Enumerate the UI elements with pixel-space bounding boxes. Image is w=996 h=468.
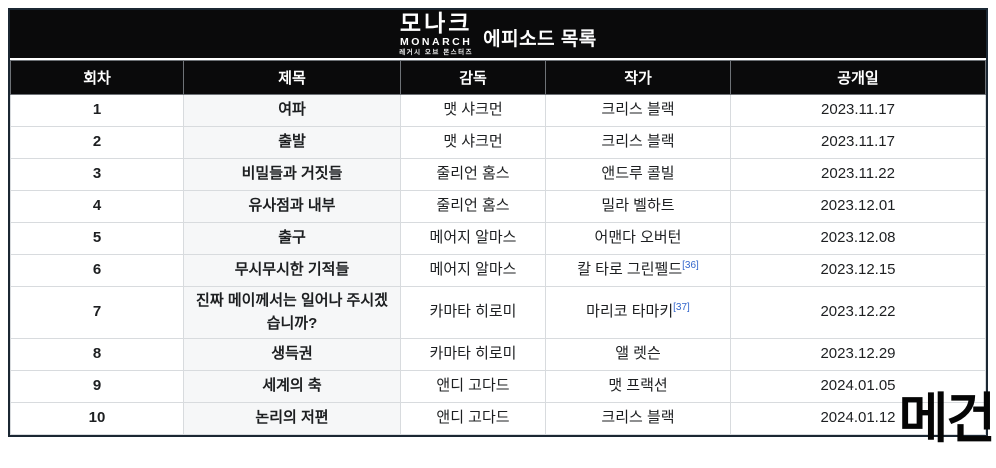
episode-number: 1 (10, 94, 184, 127)
episode-director: 앤디 고다드 (400, 402, 546, 435)
episode-director: 줄리언 홈스 (400, 158, 546, 191)
episode-date: 2023.12.29 (730, 338, 986, 371)
episode-writer: 어맨다 오버턴 (545, 222, 731, 255)
writer-name: 맷 프랙션 (608, 377, 668, 395)
episode-title: 무시무시한 기적들 (183, 254, 401, 287)
episode-table-container: 모나크 MONARCH 레거시 오브 몬스터즈 에피소드 목록 회차 제목 감독… (8, 8, 988, 437)
footnote-link[interactable]: [36] (682, 260, 699, 272)
episode-title: 생득권 (183, 338, 401, 371)
writer-name: 앨 렛슨 (615, 345, 661, 363)
table-row: 3 비밀들과 거짓들 줄리언 홈스 앤드루 콜빌 2023.11.22 (10, 158, 986, 191)
episode-date: 2024.01.05 (730, 370, 986, 403)
episode-title: 세계의 축 (183, 370, 401, 403)
writer-name: 마리코 타마키 (586, 303, 674, 321)
episode-date: 2023.12.01 (730, 190, 986, 223)
episode-writer: 칼 타로 그린펠드[36] (545, 254, 731, 287)
episode-title: 출구 (183, 222, 401, 255)
episode-title: 비밀들과 거짓들 (183, 158, 401, 191)
table-header: 회차 제목 감독 작가 공개일 (10, 60, 986, 95)
episode-number: 5 (10, 222, 184, 255)
episode-writer: 크리스 블랙 (545, 126, 731, 159)
logo-tagline: 레거시 오브 몬스터즈 (399, 48, 474, 56)
writer-name: 크리스 블랙 (601, 409, 675, 427)
col-header-writer: 작가 (545, 60, 731, 95)
table-caption-band: 모나크 MONARCH 레거시 오브 몬스터즈 에피소드 목록 (10, 10, 986, 60)
watermark-text: 메건 (898, 389, 996, 449)
episode-writer: 앨 렛슨 (545, 338, 731, 371)
col-header-date: 공개일 (730, 60, 986, 95)
monarch-logo: 모나크 MONARCH 레거시 오브 몬스터즈 (399, 12, 473, 56)
episode-writer: 맷 프랙션 (545, 370, 731, 403)
writer-name: 크리스 블랙 (601, 101, 675, 119)
episode-director: 앤디 고다드 (400, 370, 546, 403)
episode-director: 줄리언 홈스 (400, 190, 546, 223)
episode-writer: 크리스 블랙 (545, 94, 731, 127)
table-row: 7 진짜 메이께서는 일어나 주시겠습니까? 카마타 히로미 마리코 타마키[3… (10, 286, 986, 339)
episode-title: 출발 (183, 126, 401, 159)
episode-director: 메어지 알마스 (400, 222, 546, 255)
episode-writer: 크리스 블랙 (545, 402, 731, 435)
writer-name: 어맨다 오버턴 (594, 229, 682, 247)
episode-date: 2023.11.17 (730, 126, 986, 159)
writer-name: 칼 타로 그린펠드 (577, 261, 683, 279)
table-row: 8 생득권 카마타 히로미 앨 렛슨 2023.12.29 (10, 338, 986, 371)
table-row: 6 무시무시한 기적들 메어지 알마스 칼 타로 그린펠드[36] 2023.1… (10, 254, 986, 287)
episode-director: 맷 샤크먼 (400, 94, 546, 127)
episode-number: 2 (10, 126, 184, 159)
footnote-link[interactable]: [37] (673, 302, 690, 314)
episode-date: 2023.12.22 (730, 286, 986, 339)
episode-table: 회차 제목 감독 작가 공개일 1 여파 맷 샤크먼 크리스 블랙 2023.1… (10, 60, 986, 435)
episode-title: 유사점과 내부 (183, 190, 401, 223)
writer-name: 크리스 블랙 (601, 133, 675, 151)
table-row: 9 세계의 축 앤디 고다드 맷 프랙션 2024.01.05 (10, 370, 986, 403)
table-row: 2 출발 맷 샤크먼 크리스 블랙 2023.11.17 (10, 126, 986, 159)
episode-number: 9 (10, 370, 184, 403)
episode-director: 맷 샤크먼 (400, 126, 546, 159)
logo-english-title: MONARCH (399, 36, 473, 48)
episode-number: 8 (10, 338, 184, 371)
episode-director: 카마타 히로미 (400, 338, 546, 371)
episode-date: 2024.01.12 (730, 402, 986, 435)
table-body: 1 여파 맷 샤크먼 크리스 블랙 2023.11.17 2 출발 맷 샤크먼 … (10, 94, 986, 435)
episode-date: 2023.11.17 (730, 94, 986, 127)
episode-number: 10 (10, 402, 184, 435)
episode-number: 6 (10, 254, 184, 287)
col-header-director: 감독 (400, 60, 546, 95)
logo-korean-title: 모나크 (399, 10, 473, 36)
episode-date: 2023.12.15 (730, 254, 986, 287)
episode-writer: 밀라 벨하트 (545, 190, 731, 223)
episode-number: 7 (10, 286, 184, 339)
writer-name: 밀라 벨하트 (601, 197, 675, 215)
header-row: 회차 제목 감독 작가 공개일 (10, 60, 986, 95)
episode-writer: 앤드루 콜빌 (545, 158, 731, 191)
table-row: 4 유사점과 내부 줄리언 홈스 밀라 벨하트 2023.12.01 (10, 190, 986, 223)
col-header-title: 제목 (183, 60, 401, 95)
episode-writer: 마리코 타마키[37] (545, 286, 731, 339)
episode-title: 논리의 저편 (183, 402, 401, 435)
episode-date: 2023.11.22 (730, 158, 986, 191)
table-row: 1 여파 맷 샤크먼 크리스 블랙 2023.11.17 (10, 94, 986, 127)
episode-title: 진짜 메이께서는 일어나 주시겠습니까? (183, 286, 401, 339)
episode-date: 2023.12.08 (730, 222, 986, 255)
writer-name: 앤드루 콜빌 (601, 165, 675, 183)
episode-title: 여파 (183, 94, 401, 127)
caption-title: 에피소드 목록 (483, 28, 597, 50)
episode-director: 카마타 히로미 (400, 286, 546, 339)
episode-director: 메어지 알마스 (400, 254, 546, 287)
table-row: 5 출구 메어지 알마스 어맨다 오버턴 2023.12.08 (10, 222, 986, 255)
episode-number: 3 (10, 158, 184, 191)
col-header-episode: 회차 (10, 60, 184, 95)
episode-number: 4 (10, 190, 184, 223)
table-row: 10 논리의 저편 앤디 고다드 크리스 블랙 2024.01.12 (10, 402, 986, 435)
